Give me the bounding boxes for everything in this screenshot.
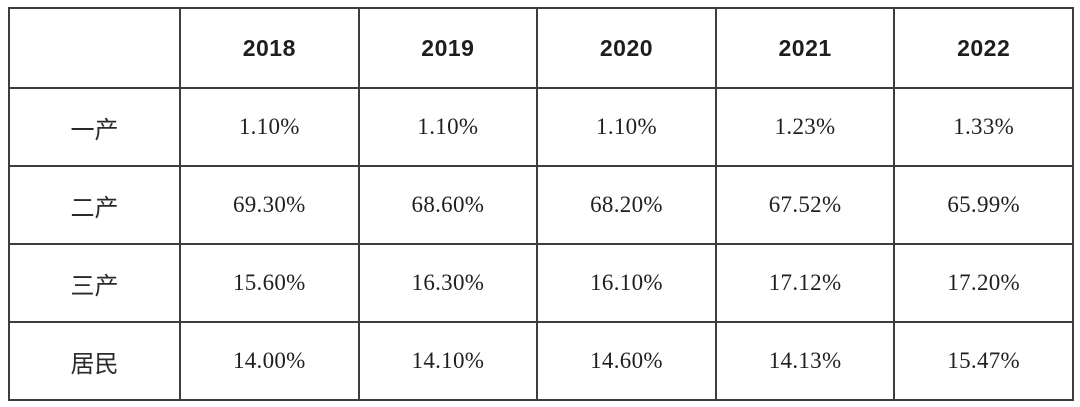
column-header-year: 2021 <box>714 7 896 89</box>
percentage-share-table: 2018 2019 2020 2021 2022 一产 1.10% 1.10% … <box>8 7 1074 401</box>
table-cell: 1.10% <box>357 87 539 167</box>
column-header-year: 2020 <box>536 7 717 89</box>
table-cell: 17.20% <box>893 243 1074 323</box>
row-label: 一产 <box>8 87 181 167</box>
table-cell: 14.13% <box>714 321 896 401</box>
corner-header-cell <box>8 7 181 89</box>
table-cell: 1.33% <box>893 87 1074 167</box>
table-cell: 14.10% <box>357 321 539 401</box>
table-cell: 17.12% <box>714 243 896 323</box>
table-cell: 1.10% <box>179 87 360 167</box>
table-cell: 69.30% <box>179 165 360 245</box>
row-label: 二产 <box>8 165 181 245</box>
column-header-year: 2018 <box>179 7 360 89</box>
table-cell: 14.00% <box>179 321 360 401</box>
table-row: 一产 1.10% 1.10% 1.10% 1.23% 1.33% <box>8 87 1074 167</box>
table-cell: 15.60% <box>179 243 360 323</box>
table-cell: 67.52% <box>714 165 896 245</box>
table-cell: 14.60% <box>536 321 717 401</box>
row-label: 居民 <box>8 321 181 401</box>
table-cell: 16.10% <box>536 243 717 323</box>
row-label: 三产 <box>8 243 181 323</box>
table-cell: 65.99% <box>893 165 1074 245</box>
table-cell: 68.20% <box>536 165 717 245</box>
table-row: 三产 15.60% 16.30% 16.10% 17.12% 17.20% <box>8 243 1074 323</box>
table-cell: 68.60% <box>357 165 539 245</box>
table-row: 二产 69.30% 68.60% 68.20% 67.52% 65.99% <box>8 165 1074 245</box>
table-cell: 16.30% <box>357 243 539 323</box>
table-cell: 15.47% <box>893 321 1074 401</box>
table-cell: 1.10% <box>536 87 717 167</box>
table-row: 居民 14.00% 14.10% 14.60% 14.13% 15.47% <box>8 321 1074 401</box>
column-header-year: 2019 <box>357 7 539 89</box>
table-cell: 1.23% <box>714 87 896 167</box>
header-row: 2018 2019 2020 2021 2022 <box>8 7 1074 89</box>
column-header-year: 2022 <box>893 7 1074 89</box>
